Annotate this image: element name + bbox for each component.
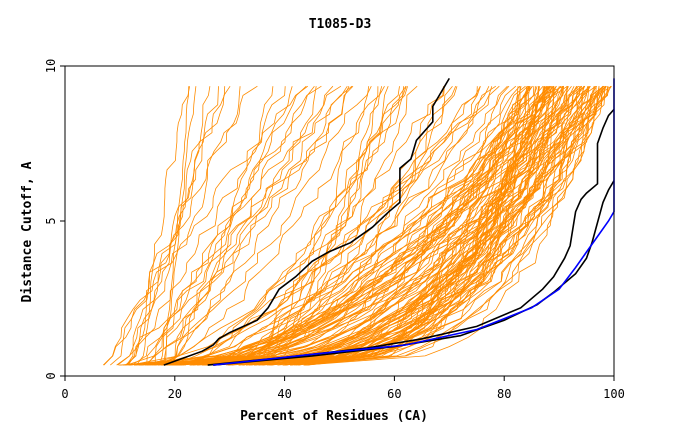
model-curve bbox=[157, 85, 572, 366]
x-tick-label: 80 bbox=[497, 387, 511, 401]
model-curve bbox=[176, 86, 606, 366]
model-curve bbox=[253, 86, 568, 366]
series-line-4 bbox=[213, 78, 615, 366]
model-curve bbox=[155, 86, 383, 366]
model-curve bbox=[168, 85, 497, 366]
model-curve bbox=[307, 86, 568, 366]
model-curve bbox=[118, 86, 529, 366]
model-curve bbox=[180, 85, 565, 366]
model-curve bbox=[246, 86, 405, 366]
model-curve bbox=[123, 86, 600, 366]
model-curve bbox=[126, 86, 372, 366]
model-curve bbox=[153, 85, 555, 366]
x-axis-label: Percent of Residues (CA) bbox=[240, 409, 428, 424]
model-curve bbox=[253, 85, 407, 366]
model-curve bbox=[126, 86, 211, 366]
model-curve bbox=[254, 85, 533, 366]
model-curve bbox=[227, 85, 510, 366]
background-model-curves bbox=[102, 85, 612, 366]
model-curve bbox=[163, 86, 350, 366]
model-curve bbox=[282, 85, 586, 366]
model-curve bbox=[184, 86, 400, 366]
y-tick-label: 5 bbox=[44, 217, 58, 224]
model-curve bbox=[125, 86, 286, 366]
model-curve bbox=[141, 86, 493, 366]
series-line-2 bbox=[207, 108, 615, 366]
series-line-1 bbox=[163, 77, 450, 366]
model-curve bbox=[171, 86, 293, 366]
x-tick-label: 20 bbox=[168, 387, 182, 401]
model-curve bbox=[129, 86, 478, 366]
x-tick-label: 0 bbox=[61, 387, 68, 401]
y-axis-label: Distance Cutoff, A bbox=[20, 161, 35, 302]
model-curve bbox=[102, 85, 309, 366]
model-curve bbox=[245, 85, 590, 366]
x-tick-label: 40 bbox=[277, 387, 291, 401]
model-curve bbox=[178, 86, 444, 366]
axes: 0 20 40 60 80 100 0 5 10 bbox=[44, 59, 625, 401]
x-tick-label: 60 bbox=[387, 387, 401, 401]
model-curve bbox=[133, 85, 577, 366]
model-curve bbox=[160, 86, 317, 366]
model-curve bbox=[131, 85, 354, 366]
model-curve bbox=[252, 86, 535, 366]
model-curve bbox=[238, 85, 569, 366]
model-curve bbox=[124, 85, 557, 366]
model-curve bbox=[144, 86, 445, 366]
model-curve bbox=[248, 86, 560, 366]
model-curve bbox=[163, 86, 190, 366]
model-curve bbox=[203, 86, 591, 366]
model-curve bbox=[146, 85, 591, 366]
model-curve bbox=[146, 85, 307, 366]
model-curve bbox=[258, 86, 581, 366]
model-curve bbox=[103, 86, 219, 366]
model-curve bbox=[154, 85, 322, 366]
model-curve bbox=[243, 85, 508, 366]
model-curve bbox=[126, 86, 226, 366]
model-curve bbox=[242, 86, 530, 366]
model-curve bbox=[303, 85, 606, 366]
model-curve bbox=[176, 85, 500, 366]
model-curve bbox=[290, 86, 531, 366]
model-curve bbox=[201, 86, 607, 366]
model-curve bbox=[269, 86, 580, 366]
y-tick-label: 10 bbox=[44, 59, 58, 73]
highlight-series bbox=[163, 77, 615, 366]
model-curve bbox=[172, 85, 604, 366]
model-curve bbox=[147, 85, 533, 366]
model-curve bbox=[255, 86, 481, 366]
model-curve bbox=[171, 86, 408, 366]
model-curve bbox=[213, 85, 580, 366]
model-curve bbox=[116, 85, 348, 366]
model-curve bbox=[166, 86, 274, 366]
model-curve bbox=[183, 86, 481, 366]
model-curve bbox=[196, 86, 385, 366]
model-curve bbox=[169, 85, 315, 366]
model-curve bbox=[246, 85, 453, 366]
chart-title: T1085-D3 bbox=[309, 17, 372, 32]
model-curve bbox=[133, 86, 530, 366]
model-curve bbox=[127, 85, 231, 366]
model-curve bbox=[304, 86, 609, 366]
y-tick-label: 0 bbox=[44, 372, 58, 379]
model-curve bbox=[155, 85, 583, 366]
model-curve bbox=[179, 86, 563, 366]
model-curve bbox=[169, 85, 517, 366]
x-tick-label: 100 bbox=[603, 387, 625, 401]
model-curve bbox=[164, 85, 605, 366]
model-curve bbox=[303, 86, 553, 366]
model-curve bbox=[136, 86, 190, 366]
model-curve bbox=[164, 85, 334, 366]
